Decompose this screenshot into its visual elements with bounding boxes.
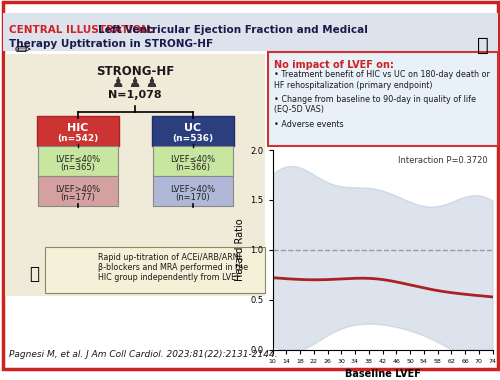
FancyBboxPatch shape (152, 116, 234, 146)
X-axis label: Baseline LVEF: Baseline LVEF (344, 369, 420, 379)
Text: CENTRAL ILLUSTRATION:: CENTRAL ILLUSTRATION: (9, 25, 154, 35)
Text: • Treatment benefit of HIC vs UC on 180-day death or HF rehospitalization (prima: • Treatment benefit of HIC vs UC on 180-… (274, 70, 490, 90)
Text: UC: UC (184, 124, 201, 133)
Text: Rapid up-titration of ACEi/ARB/ARNI,
β-blockers and MRA performed in the
HIC gro: Rapid up-titration of ACEi/ARB/ARNI, β-b… (98, 253, 248, 282)
FancyBboxPatch shape (38, 146, 118, 176)
Text: LVEF>40%: LVEF>40% (170, 185, 215, 194)
Text: ♟ ♟ ♟: ♟ ♟ ♟ (112, 76, 158, 90)
Text: LVEF≤40%: LVEF≤40% (55, 155, 100, 164)
Text: • Change from baseline to 90-day in quality of life (EQ-5D VAS): • Change from baseline to 90-day in qual… (274, 95, 476, 114)
Text: Interaction P=0.3720: Interaction P=0.3720 (398, 156, 488, 165)
Text: Therapy Uptitration in STRONG-HF: Therapy Uptitration in STRONG-HF (9, 39, 213, 49)
FancyBboxPatch shape (2, 2, 498, 369)
Text: 🧴: 🧴 (29, 264, 39, 283)
Text: Left Ventricular Ejection Fraction and Medical: Left Ventricular Ejection Fraction and M… (98, 25, 368, 35)
FancyBboxPatch shape (5, 54, 265, 296)
Y-axis label: Hazard Ratio: Hazard Ratio (235, 218, 245, 281)
FancyBboxPatch shape (45, 247, 265, 293)
Text: Pagnesi M, et al. J Am Coll Cardiol. 2023;81(22):2131-2144.: Pagnesi M, et al. J Am Coll Cardiol. 202… (9, 350, 278, 359)
Text: (n=542): (n=542) (57, 134, 98, 143)
FancyBboxPatch shape (152, 176, 233, 206)
Text: LVEF>40%: LVEF>40% (55, 185, 100, 194)
FancyBboxPatch shape (38, 176, 118, 206)
Text: (n=536): (n=536) (172, 134, 213, 143)
FancyBboxPatch shape (36, 116, 119, 146)
Text: STRONG-HF: STRONG-HF (96, 65, 174, 78)
FancyBboxPatch shape (152, 146, 233, 176)
Text: (n=177): (n=177) (60, 193, 95, 202)
FancyBboxPatch shape (2, 13, 498, 51)
FancyBboxPatch shape (268, 52, 498, 146)
Text: (n=366): (n=366) (175, 163, 210, 173)
Text: • Adverse events: • Adverse events (274, 120, 344, 129)
Text: HIC: HIC (67, 124, 88, 133)
Text: (n=170): (n=170) (175, 193, 210, 202)
Text: LVEF≤40%: LVEF≤40% (170, 155, 215, 164)
Text: N=1,078: N=1,078 (108, 90, 162, 100)
Text: 🎯: 🎯 (476, 36, 488, 55)
Text: No impact of LVEF on:: No impact of LVEF on: (274, 60, 394, 70)
Text: ✏: ✏ (14, 41, 30, 60)
Text: (n=365): (n=365) (60, 163, 95, 173)
